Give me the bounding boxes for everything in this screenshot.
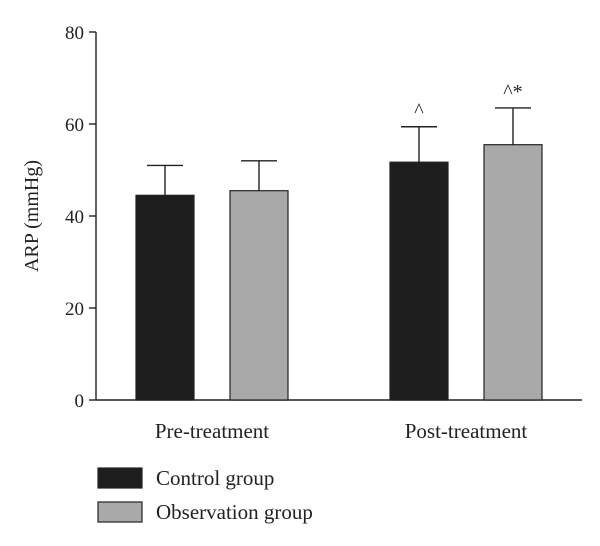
- legend-swatch: [97, 501, 143, 523]
- bar: [389, 161, 449, 401]
- significance-marker: ^: [414, 100, 424, 122]
- bar: [135, 194, 195, 401]
- legend: Control group Observation group: [97, 466, 313, 524]
- y-tick-label: 20: [65, 299, 84, 320]
- significance-marker: ^*: [503, 81, 522, 103]
- x-category-label: Pre-treatment: [155, 419, 269, 443]
- y-tick-label: 60: [65, 115, 84, 136]
- legend-label: Control group: [156, 466, 274, 490]
- legend-label: Observation group: [156, 500, 313, 524]
- y-tick-label: 40: [65, 207, 84, 228]
- x-category-label: Post-treatment: [405, 419, 528, 443]
- y-tick-label: 0: [75, 391, 85, 412]
- bar: [229, 190, 289, 401]
- bar: [483, 144, 543, 401]
- y-axis-label: ARP (mmHg): [21, 160, 43, 272]
- bars: ^ ^*: [135, 81, 543, 401]
- axes: 0 20 40 60 80 Pre-treatment Post-treatment: [65, 23, 582, 443]
- legend-swatch: [97, 467, 143, 489]
- y-tick-label: 80: [65, 23, 84, 44]
